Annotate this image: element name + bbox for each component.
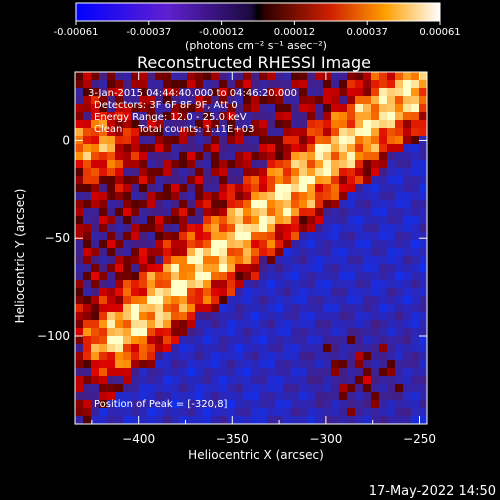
axis-ticks: −400 −350 −300 −250 0 −50 −100 [37,72,436,446]
x-tick-label: −250 [403,432,436,446]
colorbar-tick-label: -0.00012 [199,27,244,38]
heatmap-area [75,72,427,424]
y-tick-label: −100 [37,329,70,343]
x-tick-label: −350 [216,432,249,446]
colorbar-tick-label: 0.00061 [419,27,460,38]
colorbar-tick-label: 0.00037 [347,27,388,38]
chart-title: Reconstructed RHESSI Image [137,53,371,72]
colorbar [75,2,441,22]
footer-date: 17-May-2022 14:50 [369,484,496,499]
x-tick-label: −400 [122,432,155,446]
annotation-energy: Energy Range: 12.0 - 25.0 keV [94,112,247,123]
y-tick-label: −50 [45,231,70,245]
x-tick-label: −300 [309,432,342,446]
colorbar-tick-label: -0.00061 [54,27,99,38]
colorbar-tick-label: 0.00012 [274,27,315,38]
colorbar-units-label: (photons cm⁻² s⁻¹ asec⁻²) [185,39,327,52]
y-tick-label: 0 [62,133,70,147]
x-axis-label: Heliocentric X (arcsec) [188,448,324,462]
colorbar-ticks: -0.00061 -0.00037 -0.00012 0.00012 0.00037 0.… [54,21,461,38]
annotation-detectors: Detectors: 3F 6F 8F 9F, Att 0 [94,100,238,111]
y-axis-label: Heliocentric Y (arcsec) [13,189,27,324]
plot-frame [74,71,428,425]
annotation-clean: Clean Total counts: 1.11E+03 [94,124,254,135]
annotation-time-range: 3-Jan-2015 04:44:40.000 to 04:46:20.000 [88,88,297,99]
colorbar-tick-label: -0.00037 [126,27,171,38]
annotation-peak: Position of Peak = [-320,8] [94,399,228,410]
